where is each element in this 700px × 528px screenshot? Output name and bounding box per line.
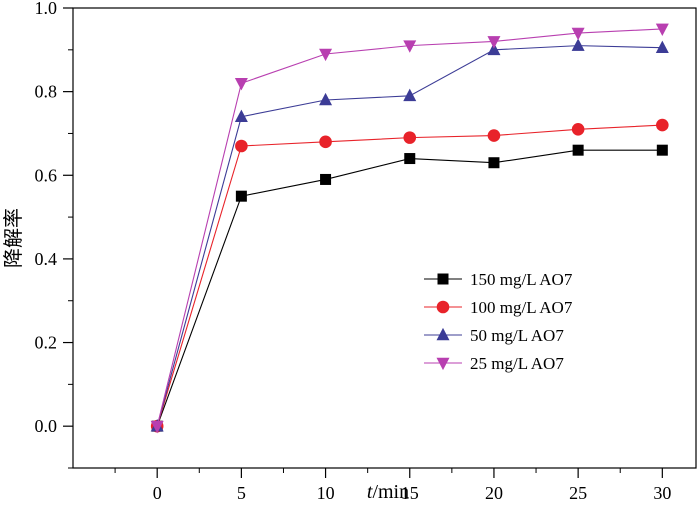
data-point (572, 123, 584, 135)
data-point (657, 119, 669, 131)
plot-frame (73, 8, 696, 468)
series-line (157, 125, 662, 426)
data-point (235, 78, 247, 90)
data-point (657, 145, 667, 155)
legend-item-2: 50 mg/L AO7 (424, 326, 564, 345)
legend-label: 50 mg/L AO7 (470, 326, 564, 345)
series-1 (151, 119, 668, 432)
legend-marker (438, 274, 448, 284)
data-point (320, 136, 332, 148)
x-axis-title-unit: /min (372, 481, 409, 503)
x-tick-label: 25 (569, 483, 587, 503)
x-tick-label: 5 (237, 483, 246, 503)
legend-label: 150 mg/L AO7 (470, 270, 573, 289)
y-tick-label: 0.0 (35, 416, 58, 436)
data-point (573, 145, 583, 155)
legend-marker (437, 301, 449, 313)
legend-label: 100 mg/L AO7 (470, 298, 573, 317)
data-point (404, 132, 416, 144)
y-tick-label: 0.8 (35, 82, 58, 102)
y-tick-label: 0.2 (35, 333, 58, 353)
legend-marker (437, 329, 449, 341)
x-tick-label: 0 (153, 483, 162, 503)
data-point (572, 39, 584, 51)
data-point (321, 174, 331, 184)
x-tick-label: 20 (485, 483, 503, 503)
legend-item-3: 25 mg/L AO7 (424, 354, 564, 373)
x-axis-title: t/min (367, 481, 409, 503)
legend-label: 25 mg/L AO7 (470, 354, 564, 373)
series-0 (152, 145, 667, 431)
plot-area (151, 24, 668, 433)
legend-marker (437, 358, 449, 370)
data-point (236, 140, 248, 152)
data-point (656, 41, 668, 53)
y-tick-label: 0.6 (35, 165, 58, 185)
series-line (157, 29, 662, 426)
x-tick-label: 10 (317, 483, 335, 503)
data-point (404, 89, 416, 101)
y-tick-label: 1.0 (35, 0, 58, 18)
data-point (405, 154, 415, 164)
data-point (488, 130, 500, 142)
legend: 150 mg/L AO7 100 mg/L AO7 50 mg/L AO7 25 mg… (424, 270, 573, 373)
data-point (236, 191, 246, 201)
data-point (489, 158, 499, 168)
series-2 (151, 39, 668, 431)
y-tick-label: 0.4 (35, 249, 58, 269)
legend-item-0: 150 mg/L AO7 (424, 270, 573, 289)
data-point (320, 49, 332, 61)
x-tick-label: 30 (653, 483, 671, 503)
series-line (157, 150, 662, 426)
axes: 0 5 10 15 20 25 300.00.20.40.60.81.0 (35, 0, 697, 503)
chart: 0 5 10 15 20 25 300.00.20.40.60.81.0 150 mg/L … (0, 0, 700, 528)
series-line (157, 46, 662, 427)
series-3 (151, 24, 668, 433)
y-axis-title: 降解率 (2, 208, 25, 268)
legend-item-1: 100 mg/L AO7 (424, 298, 573, 317)
